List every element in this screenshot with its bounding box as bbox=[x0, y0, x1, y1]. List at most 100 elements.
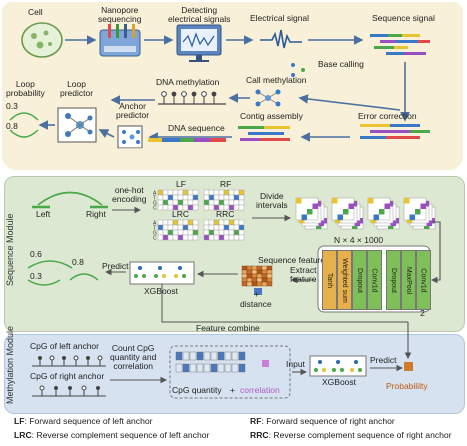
onehot-base-letter: C bbox=[153, 236, 157, 242]
extract-label: Extract feature bbox=[290, 265, 317, 284]
onehot-cell bbox=[167, 234, 174, 241]
sequence-signal-label: Sequence signal bbox=[372, 13, 435, 23]
onehot-cell bbox=[203, 219, 210, 226]
onehot-cell bbox=[162, 189, 169, 196]
onehot-cell bbox=[218, 229, 225, 236]
onehot-cell bbox=[162, 194, 169, 201]
onehot-cell bbox=[162, 199, 169, 206]
onehot-cell bbox=[172, 189, 179, 196]
heatmap-cell bbox=[241, 273, 248, 279]
onehot-cell bbox=[238, 199, 245, 206]
onehot-cell bbox=[182, 219, 189, 226]
anchor-predictor-icon bbox=[117, 125, 143, 149]
dna-methylation-label: DNA methylation bbox=[156, 77, 220, 87]
cpg-bar-cell bbox=[231, 351, 239, 361]
onehot-cell bbox=[228, 234, 235, 241]
loop-prob-08: 0.8 bbox=[6, 121, 18, 131]
legend-lrc: LRC: Reverse complement sequence of left… bbox=[14, 430, 210, 440]
onehot-base-letter: G bbox=[153, 201, 157, 207]
onehot-cell bbox=[218, 234, 225, 241]
loop-probability-label: Loop probability bbox=[6, 79, 45, 98]
onehot-cell bbox=[187, 194, 194, 201]
cpg-quantity-label: CpG quantity bbox=[172, 385, 222, 395]
interval-cell bbox=[348, 203, 354, 209]
anchor-pair-icon bbox=[32, 191, 108, 209]
cpg-bar-cell bbox=[203, 351, 211, 361]
onehot-cell bbox=[182, 194, 189, 201]
call-methylation-label: Call methylation bbox=[246, 75, 307, 85]
interval-cell bbox=[388, 223, 394, 229]
onehot-cell bbox=[172, 194, 179, 201]
interval-cell bbox=[357, 218, 363, 224]
onehot-cell bbox=[177, 219, 184, 226]
interval-cell bbox=[404, 198, 410, 204]
onehot-cell bbox=[182, 229, 189, 236]
interval-cell bbox=[368, 198, 374, 204]
heatmap-cell bbox=[256, 269, 263, 275]
onehot-cell bbox=[213, 229, 220, 236]
seq-predict-label: Predict bbox=[102, 261, 129, 271]
interval-cell bbox=[407, 217, 413, 223]
onehot-cell bbox=[208, 194, 215, 201]
onehot-cell bbox=[203, 189, 210, 196]
interval-cell bbox=[316, 223, 322, 229]
cpg-left-label: CpG of left anchor bbox=[30, 341, 99, 351]
interval-cell bbox=[299, 217, 305, 223]
onehot-cell bbox=[172, 224, 179, 231]
onehot-cell bbox=[192, 189, 199, 196]
lrc-label: LRC bbox=[172, 209, 190, 219]
onehot-cell bbox=[157, 189, 164, 196]
cpg-bar-cell bbox=[224, 363, 232, 373]
onehot-cell bbox=[213, 219, 220, 226]
dims-label: N × 4 × 1000 bbox=[334, 235, 384, 245]
onehot-cell bbox=[223, 224, 230, 231]
interval-cell bbox=[332, 198, 338, 204]
heatmap-cell bbox=[256, 273, 263, 279]
interval-cell bbox=[312, 203, 318, 209]
heatmap-cell bbox=[266, 281, 273, 287]
onehot-cell bbox=[187, 199, 194, 206]
correlation-square bbox=[262, 360, 269, 367]
zoom-funnel bbox=[100, 148, 462, 170]
onehot-cell bbox=[208, 219, 215, 226]
onehot-cell bbox=[177, 189, 184, 196]
onehot-cell bbox=[157, 234, 164, 241]
onehot-cell bbox=[177, 234, 184, 241]
electrical-signal-label: Electrical signal bbox=[250, 13, 310, 23]
heatmap-cell bbox=[246, 265, 253, 271]
heatmap-cell bbox=[241, 269, 248, 275]
right-anchor-label: Right bbox=[86, 209, 106, 219]
onehot-cell bbox=[203, 194, 210, 201]
onehot-cell bbox=[192, 194, 199, 201]
interval-cell bbox=[343, 209, 349, 215]
heatmap-cell bbox=[261, 281, 268, 287]
onehot-cell bbox=[213, 224, 220, 231]
heatmap-cell bbox=[246, 281, 253, 287]
onehot-cell bbox=[162, 219, 169, 226]
electrical-signal-icon bbox=[260, 29, 302, 49]
cpg-bar-cell bbox=[182, 363, 190, 373]
correlation-label: correlation bbox=[240, 385, 280, 395]
heatmap-cell bbox=[246, 273, 253, 279]
onehot-cell bbox=[238, 234, 245, 241]
heatmap-cell bbox=[251, 277, 258, 283]
legend-lf: LF: Forward sequence of left anchor bbox=[14, 416, 153, 426]
onehot-base-letter: A bbox=[153, 191, 157, 197]
onehot-cell bbox=[213, 194, 220, 201]
interval-cell bbox=[307, 209, 313, 215]
onehot-cell bbox=[228, 229, 235, 236]
onehot-cell bbox=[223, 189, 230, 196]
rrc-label: RRC bbox=[216, 209, 235, 219]
nanopore-sequencer-icon bbox=[99, 24, 141, 57]
cpg-left-lollipops bbox=[32, 355, 106, 367]
dna-methylation-icon bbox=[158, 91, 226, 105]
onehot-cell bbox=[233, 234, 240, 241]
methylation-module-panel bbox=[4, 334, 465, 414]
onehot-cell bbox=[208, 234, 215, 241]
onehot-cell bbox=[162, 229, 169, 236]
legend-rrc: RRC: Reverse complement sequence of righ… bbox=[250, 430, 452, 440]
onehot-cell bbox=[192, 234, 199, 241]
divide-label: Divide intervals bbox=[256, 191, 288, 210]
onehot-cell bbox=[172, 199, 179, 206]
